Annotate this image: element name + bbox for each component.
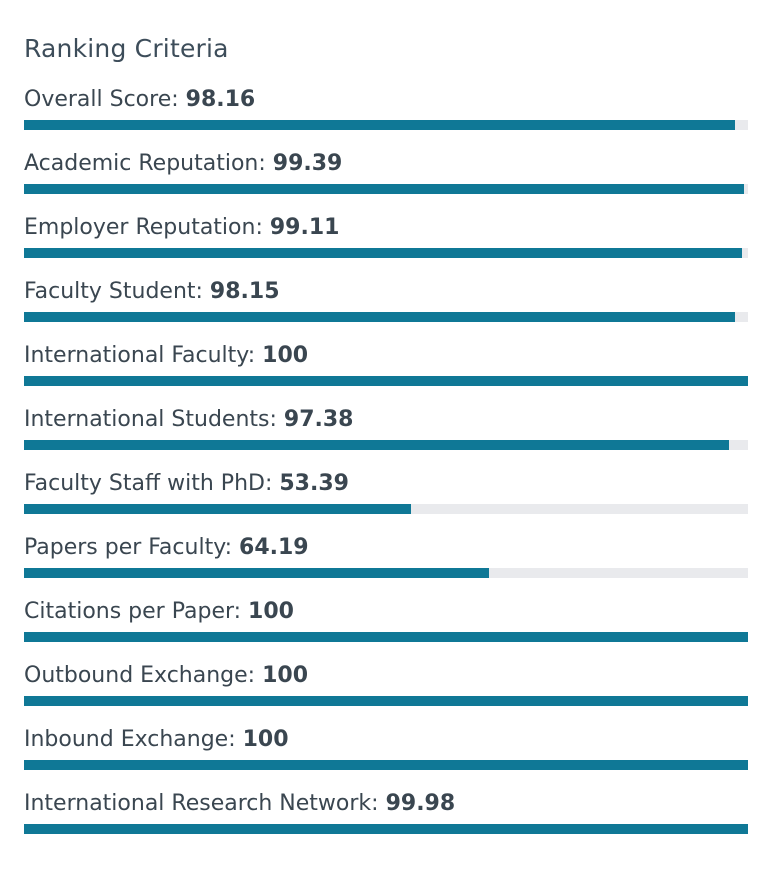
criterion-label: Overall Score:	[24, 87, 179, 112]
criterion-score: 98.16	[185, 87, 256, 112]
criterion-overall-score: Overall Score: 98.16	[24, 86, 748, 150]
criteria-list: Overall Score: 98.16 Academic Reputation…	[24, 86, 748, 854]
score-bar-track	[24, 824, 748, 834]
score-bar-fill	[24, 504, 411, 514]
criterion-label: International Research Network:	[24, 791, 379, 816]
criterion-academic-reputation: Academic Reputation: 99.39	[24, 150, 748, 214]
score-bar-fill	[24, 312, 735, 322]
criterion-score: 64.19	[239, 535, 309, 560]
score-bar-fill	[24, 248, 742, 258]
score-bar-fill	[24, 760, 748, 770]
criterion-label: Citations per Paper:	[24, 599, 242, 624]
criterion-score: 100	[262, 663, 309, 688]
criterion-label: Employer Reputation:	[24, 215, 263, 240]
criterion-score: 100	[248, 599, 294, 624]
score-bar-track	[24, 312, 748, 322]
criterion-label: Faculty Student:	[24, 279, 203, 304]
score-bar-fill	[24, 376, 748, 386]
criterion-label: International Students:	[24, 407, 277, 432]
score-bar-track	[24, 376, 748, 386]
panel-title: Ranking Criteria	[24, 34, 229, 63]
score-bar-fill	[24, 184, 744, 194]
criterion-label: Academic Reputation:	[24, 151, 266, 176]
score-bar-fill	[24, 632, 748, 642]
criterion-faculty-student: Faculty Student: 98.15	[24, 278, 748, 342]
score-bar-track	[24, 568, 748, 578]
score-bar-track	[24, 120, 748, 130]
score-bar-track	[24, 760, 748, 770]
score-bar-track	[24, 696, 748, 706]
criterion-label: Outbound Exchange:	[24, 663, 256, 688]
criterion-score: 99.39	[272, 151, 343, 176]
score-bar-fill	[24, 824, 748, 834]
criterion-international-research-network: International Research Network: 99.98	[24, 790, 748, 854]
criterion-label: International Faculty:	[24, 343, 256, 368]
criterion-international-students: International Students: 97.38	[24, 406, 748, 470]
criterion-label: Faculty Staff with PhD:	[24, 471, 273, 496]
criterion-citations-per-paper: Citations per Paper: 100	[24, 598, 748, 662]
score-bar-fill	[24, 120, 735, 130]
criterion-score: 53.39	[279, 471, 349, 496]
criterion-label: Papers per Faculty:	[24, 535, 233, 560]
criterion-inbound-exchange: Inbound Exchange: 100	[24, 726, 748, 790]
score-bar-track	[24, 504, 748, 514]
criterion-faculty-staff-with-phd: Faculty Staff with PhD: 53.39	[24, 470, 748, 534]
criterion-employer-reputation: Employer Reputation: 99.11	[24, 214, 748, 278]
criterion-score: 100	[242, 727, 289, 752]
score-bar-track	[24, 184, 748, 194]
criterion-international-faculty: International Faculty: 100	[24, 342, 748, 406]
criterion-outbound-exchange: Outbound Exchange: 100	[24, 662, 748, 726]
criterion-score: 97.38	[283, 407, 354, 432]
criterion-score: 99.98	[385, 791, 456, 816]
score-bar-fill	[24, 696, 748, 706]
score-bar-fill	[24, 568, 489, 578]
criterion-papers-per-faculty: Papers per Faculty: 64.19	[24, 534, 748, 598]
score-bar-track	[24, 632, 748, 642]
criterion-score: 99.11	[269, 215, 340, 240]
criterion-score: 100	[262, 343, 309, 368]
score-bar-fill	[24, 440, 730, 450]
score-bar-track	[24, 440, 748, 450]
criterion-label: Inbound Exchange:	[24, 727, 236, 752]
score-bar-track	[24, 248, 748, 258]
criterion-score: 98.15	[209, 279, 280, 304]
